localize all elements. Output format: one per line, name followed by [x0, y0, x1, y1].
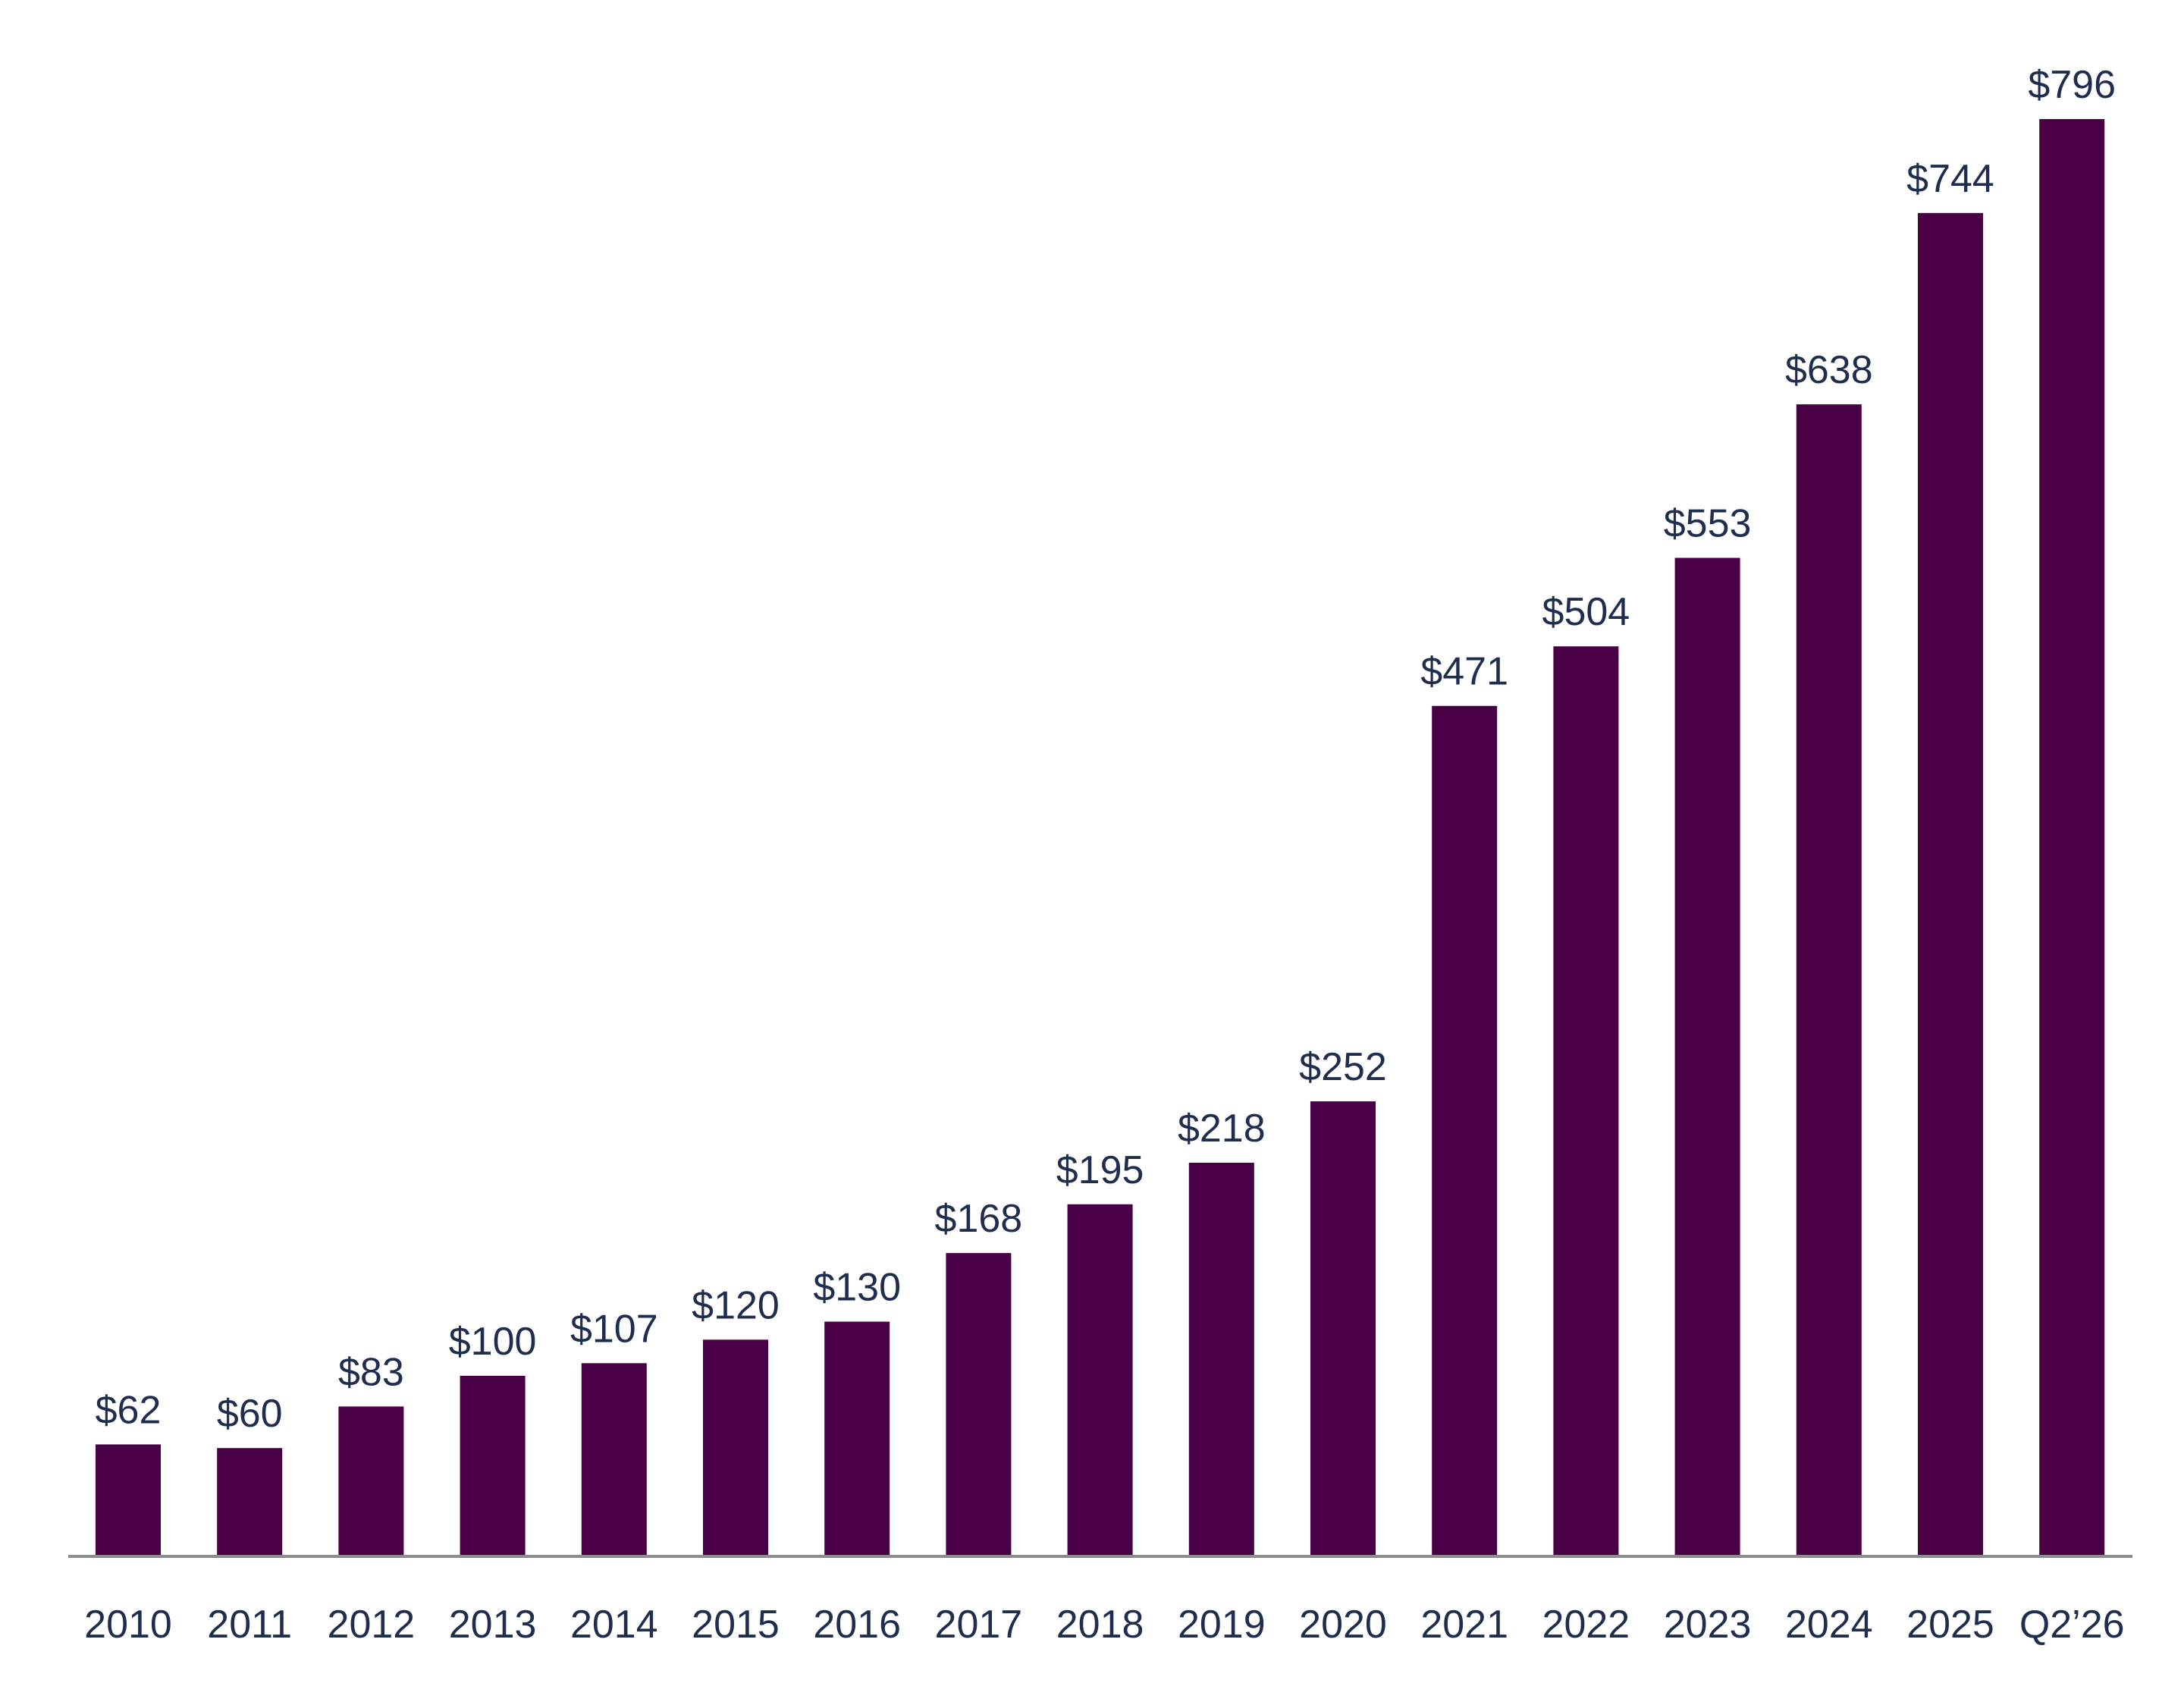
bar-Q2’26: [2039, 119, 2105, 1556]
data-label-2012: $83: [338, 1350, 404, 1394]
data-label-2023: $553: [1664, 502, 1752, 546]
data-label-2011: $60: [217, 1392, 283, 1436]
data-label-2010: $62: [96, 1388, 162, 1432]
bar-2011: [217, 1448, 283, 1556]
bar-2021: [1432, 705, 1498, 1557]
bar-2018: [1067, 1204, 1133, 1556]
data-label-2014: $107: [570, 1307, 658, 1351]
data-labels-group: $62 $60 $83 $100 $107 $120 $130 $168 $195 $218 $25…: [96, 63, 2116, 1436]
x-tick-label-2018: 2018: [1056, 1603, 1144, 1647]
data-label-2025: $744: [1906, 157, 1994, 201]
x-tick-label-2019: 2019: [1178, 1603, 1266, 1647]
x-axis-labels-group: 2010 2011 2012 2013 2014 2015 2016 2017 2018 2019…: [84, 1603, 2124, 1647]
x-tick-label-2020: 2020: [1299, 1603, 1387, 1647]
x-tick-label-2022: 2022: [1542, 1603, 1630, 1647]
x-tick-label-2011: 2011: [207, 1603, 292, 1647]
data-label-2022: $504: [1542, 590, 1630, 634]
data-label-2016: $130: [813, 1266, 901, 1310]
bar-2017: [946, 1253, 1012, 1556]
x-tick-label-2017: 2017: [935, 1603, 1023, 1647]
bar-2010: [96, 1444, 161, 1556]
x-tick-label-2025: 2025: [1906, 1603, 1994, 1647]
x-tick-label-2016: 2016: [813, 1603, 901, 1647]
bar-2025: [1918, 212, 1983, 1556]
bar-2016: [824, 1321, 890, 1556]
data-label-2019: $218: [1178, 1107, 1266, 1151]
bar-2012: [338, 1406, 404, 1556]
bar-2024: [1796, 404, 1862, 1556]
bar-2023: [1674, 557, 1740, 1556]
x-tick-label-2014: 2014: [570, 1603, 658, 1647]
bar-2022: [1553, 646, 1619, 1557]
data-label-2015: $120: [692, 1283, 780, 1327]
bar-2014: [581, 1363, 647, 1556]
x-tick-label-2015: 2015: [692, 1603, 780, 1647]
bar-2013: [460, 1375, 526, 1556]
data-label-2021: $471: [1420, 650, 1508, 694]
x-tick-label-2021: 2021: [1420, 1603, 1508, 1647]
data-label-2017: $168: [935, 1197, 1023, 1241]
x-tick-label-2013: 2013: [449, 1603, 537, 1647]
x-tick-label-2010: 2010: [84, 1603, 172, 1647]
data-label-2018: $195: [1056, 1148, 1144, 1192]
data-label-2024: $638: [1785, 348, 1873, 392]
data-label-2020: $252: [1299, 1045, 1387, 1089]
data-label-2013: $100: [449, 1320, 537, 1364]
bar-2020: [1310, 1101, 1376, 1556]
x-tick-label-2012: 2012: [328, 1603, 416, 1647]
bars-group: [96, 119, 2105, 1557]
data-label-Q2’26: $796: [2028, 63, 2116, 107]
bar-2015: [703, 1339, 768, 1556]
x-tick-label-2024: 2024: [1785, 1603, 1873, 1647]
x-tick-label-2023: 2023: [1664, 1603, 1752, 1647]
bar-2019: [1188, 1163, 1254, 1556]
x-tick-label-Q2’26: Q2’26: [2019, 1603, 2125, 1647]
